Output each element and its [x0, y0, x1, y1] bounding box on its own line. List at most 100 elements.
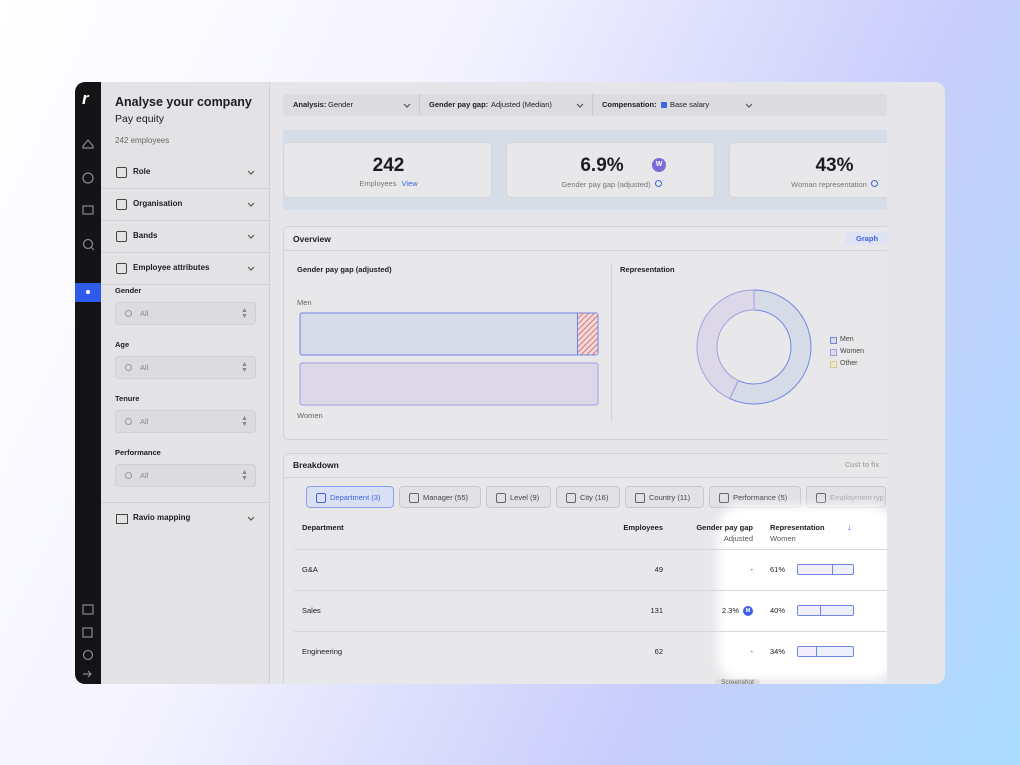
chevron — [247, 266, 255, 271]
filter-select[interactable]: All ▲ ▼ — [115, 356, 256, 379]
chevron — [576, 103, 584, 108]
chevron — [247, 516, 255, 521]
row-name[interactable]: G&A — [302, 565, 318, 574]
row-rep: 34% — [770, 647, 786, 656]
overview-panel: Overview Graph Gender pay gap (adjusted) Me… — [283, 226, 887, 440]
gap-title: Gender pay gap (adjusted) — [297, 265, 392, 274]
col-gap: Gender pay gap — [696, 523, 753, 532]
filter-select[interactable]: All ▲ ▼ — [115, 410, 256, 433]
sort-arrow[interactable]: ↓ — [847, 522, 852, 532]
filter-select[interactable]: All ▲ ▼ — [115, 464, 256, 487]
kpi-caption-row: Gender pay gap (adjusted) — [507, 180, 716, 189]
filter-label: Performance — [115, 448, 161, 457]
section-icon — [116, 231, 127, 242]
chevron — [403, 103, 411, 108]
sort-icon: ▲ ▼ — [241, 469, 248, 482]
row-gap-badge: M — [743, 606, 753, 616]
graph-toggle[interactable]: Graph — [845, 232, 887, 245]
row-name[interactable]: Engineering — [302, 647, 343, 656]
filter-label: Gender — [115, 286, 142, 295]
divider — [101, 502, 269, 503]
kpi-link[interactable]: View — [401, 179, 418, 188]
row-divider — [294, 631, 887, 632]
chevron — [247, 202, 255, 207]
app-window: r Analyse your company Pay equity 242 empl… — [75, 82, 945, 684]
filter-value: All — [140, 471, 149, 480]
search-icon — [125, 472, 132, 479]
breakdown-tab[interactable]: Manager (55) — [399, 486, 481, 508]
tab-label: Performance (5) — [733, 493, 788, 502]
toolbar-value[interactable]: Gender — [328, 100, 354, 109]
tab-icon — [409, 493, 419, 503]
sort-icon: ▲ ▼ — [241, 307, 248, 320]
breakdown-action[interactable]: Cust to fix — [845, 462, 880, 469]
tab-label: Department (3) — [330, 493, 381, 502]
divider — [101, 252, 269, 253]
divider — [284, 477, 887, 478]
breakdown-tab[interactable]: Department (3) — [306, 486, 394, 508]
info-icon[interactable] — [870, 180, 878, 187]
row-gap: - — [750, 647, 754, 656]
legend-label: Women — [840, 348, 864, 355]
info-icon[interactable] — [654, 180, 662, 187]
toolbar-label: Gender pay gap: — [429, 100, 489, 109]
breakdown-tab[interactable]: Employment typ — [806, 486, 886, 508]
tooltip: Screenshot — [715, 679, 760, 684]
breakdown-tab[interactable]: Country (11) — [625, 486, 704, 508]
nav-rail: r — [75, 82, 101, 684]
breakdown-tab[interactable]: City (16) — [556, 486, 620, 508]
filter-select[interactable]: All ▲ ▼ — [115, 302, 256, 325]
row-gap: 2.3% — [721, 606, 739, 615]
tab-label: City (16) — [580, 493, 609, 502]
breakdown-tab[interactable]: Performance (5) — [709, 486, 801, 508]
toolbar-value[interactable]: Base salary — [670, 100, 710, 109]
divider — [101, 284, 269, 285]
toolbar-value[interactable]: Adjusted (Median) — [491, 100, 552, 109]
ravio-mapping[interactable]: Ravio mapping — [133, 513, 191, 522]
col-employees: Employees — [623, 523, 663, 532]
kpi-card: 6.9% Gender pay gap (adjusted) W — [506, 142, 715, 198]
filter-label: Age — [115, 340, 130, 349]
row-employees: 62 — [654, 647, 663, 656]
tab-icon — [496, 493, 506, 503]
donut-men — [729, 289, 812, 405]
col-department: Department — [302, 523, 344, 532]
tab-label: Manager (55) — [423, 493, 469, 502]
legend-swatch — [661, 102, 667, 108]
breakdown-tab[interactable]: Level (9) — [486, 486, 551, 508]
kpi-caption-row: Woman representation — [730, 180, 887, 189]
divider — [284, 250, 887, 251]
rep-bar-women — [798, 565, 833, 574]
row-employees: 131 — [650, 606, 663, 615]
filter-label: Tenure — [115, 394, 140, 403]
sort-icon: ▲ ▼ — [241, 361, 248, 374]
chevron-path — [745, 103, 753, 108]
page-subtitle: Pay equity — [115, 113, 165, 125]
chevron-path — [247, 516, 255, 521]
tab-icon — [719, 493, 729, 503]
row-gap: - — [750, 565, 754, 574]
book-icon — [116, 514, 128, 524]
highlight — [726, 514, 886, 672]
row-rep: 61% — [770, 565, 786, 574]
breakdown-title: Breakdown — [293, 460, 339, 470]
rep-bar-women — [798, 606, 821, 615]
section-title[interactable]: Bands — [133, 231, 158, 240]
breakdown-panel: Breakdown Cust to fix Department (3) Manage… — [283, 453, 887, 684]
filter-value: All — [140, 309, 149, 318]
row-name[interactable]: Sales — [302, 606, 321, 615]
logo: r — [82, 89, 89, 108]
col-rep: Representation — [770, 523, 825, 532]
section-title[interactable]: Organisation — [133, 199, 183, 208]
row-employees: 49 — [654, 565, 663, 574]
chevron-path — [247, 202, 255, 207]
kpi-badge: W — [652, 158, 666, 172]
filter-value: All — [140, 417, 149, 426]
section-title[interactable]: Employee attributes — [133, 263, 210, 272]
search-icon — [125, 418, 132, 425]
men-label: Men — [297, 298, 312, 307]
tab-icon — [816, 493, 826, 503]
sort-icon: ▲ ▼ — [241, 415, 248, 428]
legend-swatch — [830, 361, 837, 368]
section-title[interactable]: Role — [133, 167, 151, 176]
